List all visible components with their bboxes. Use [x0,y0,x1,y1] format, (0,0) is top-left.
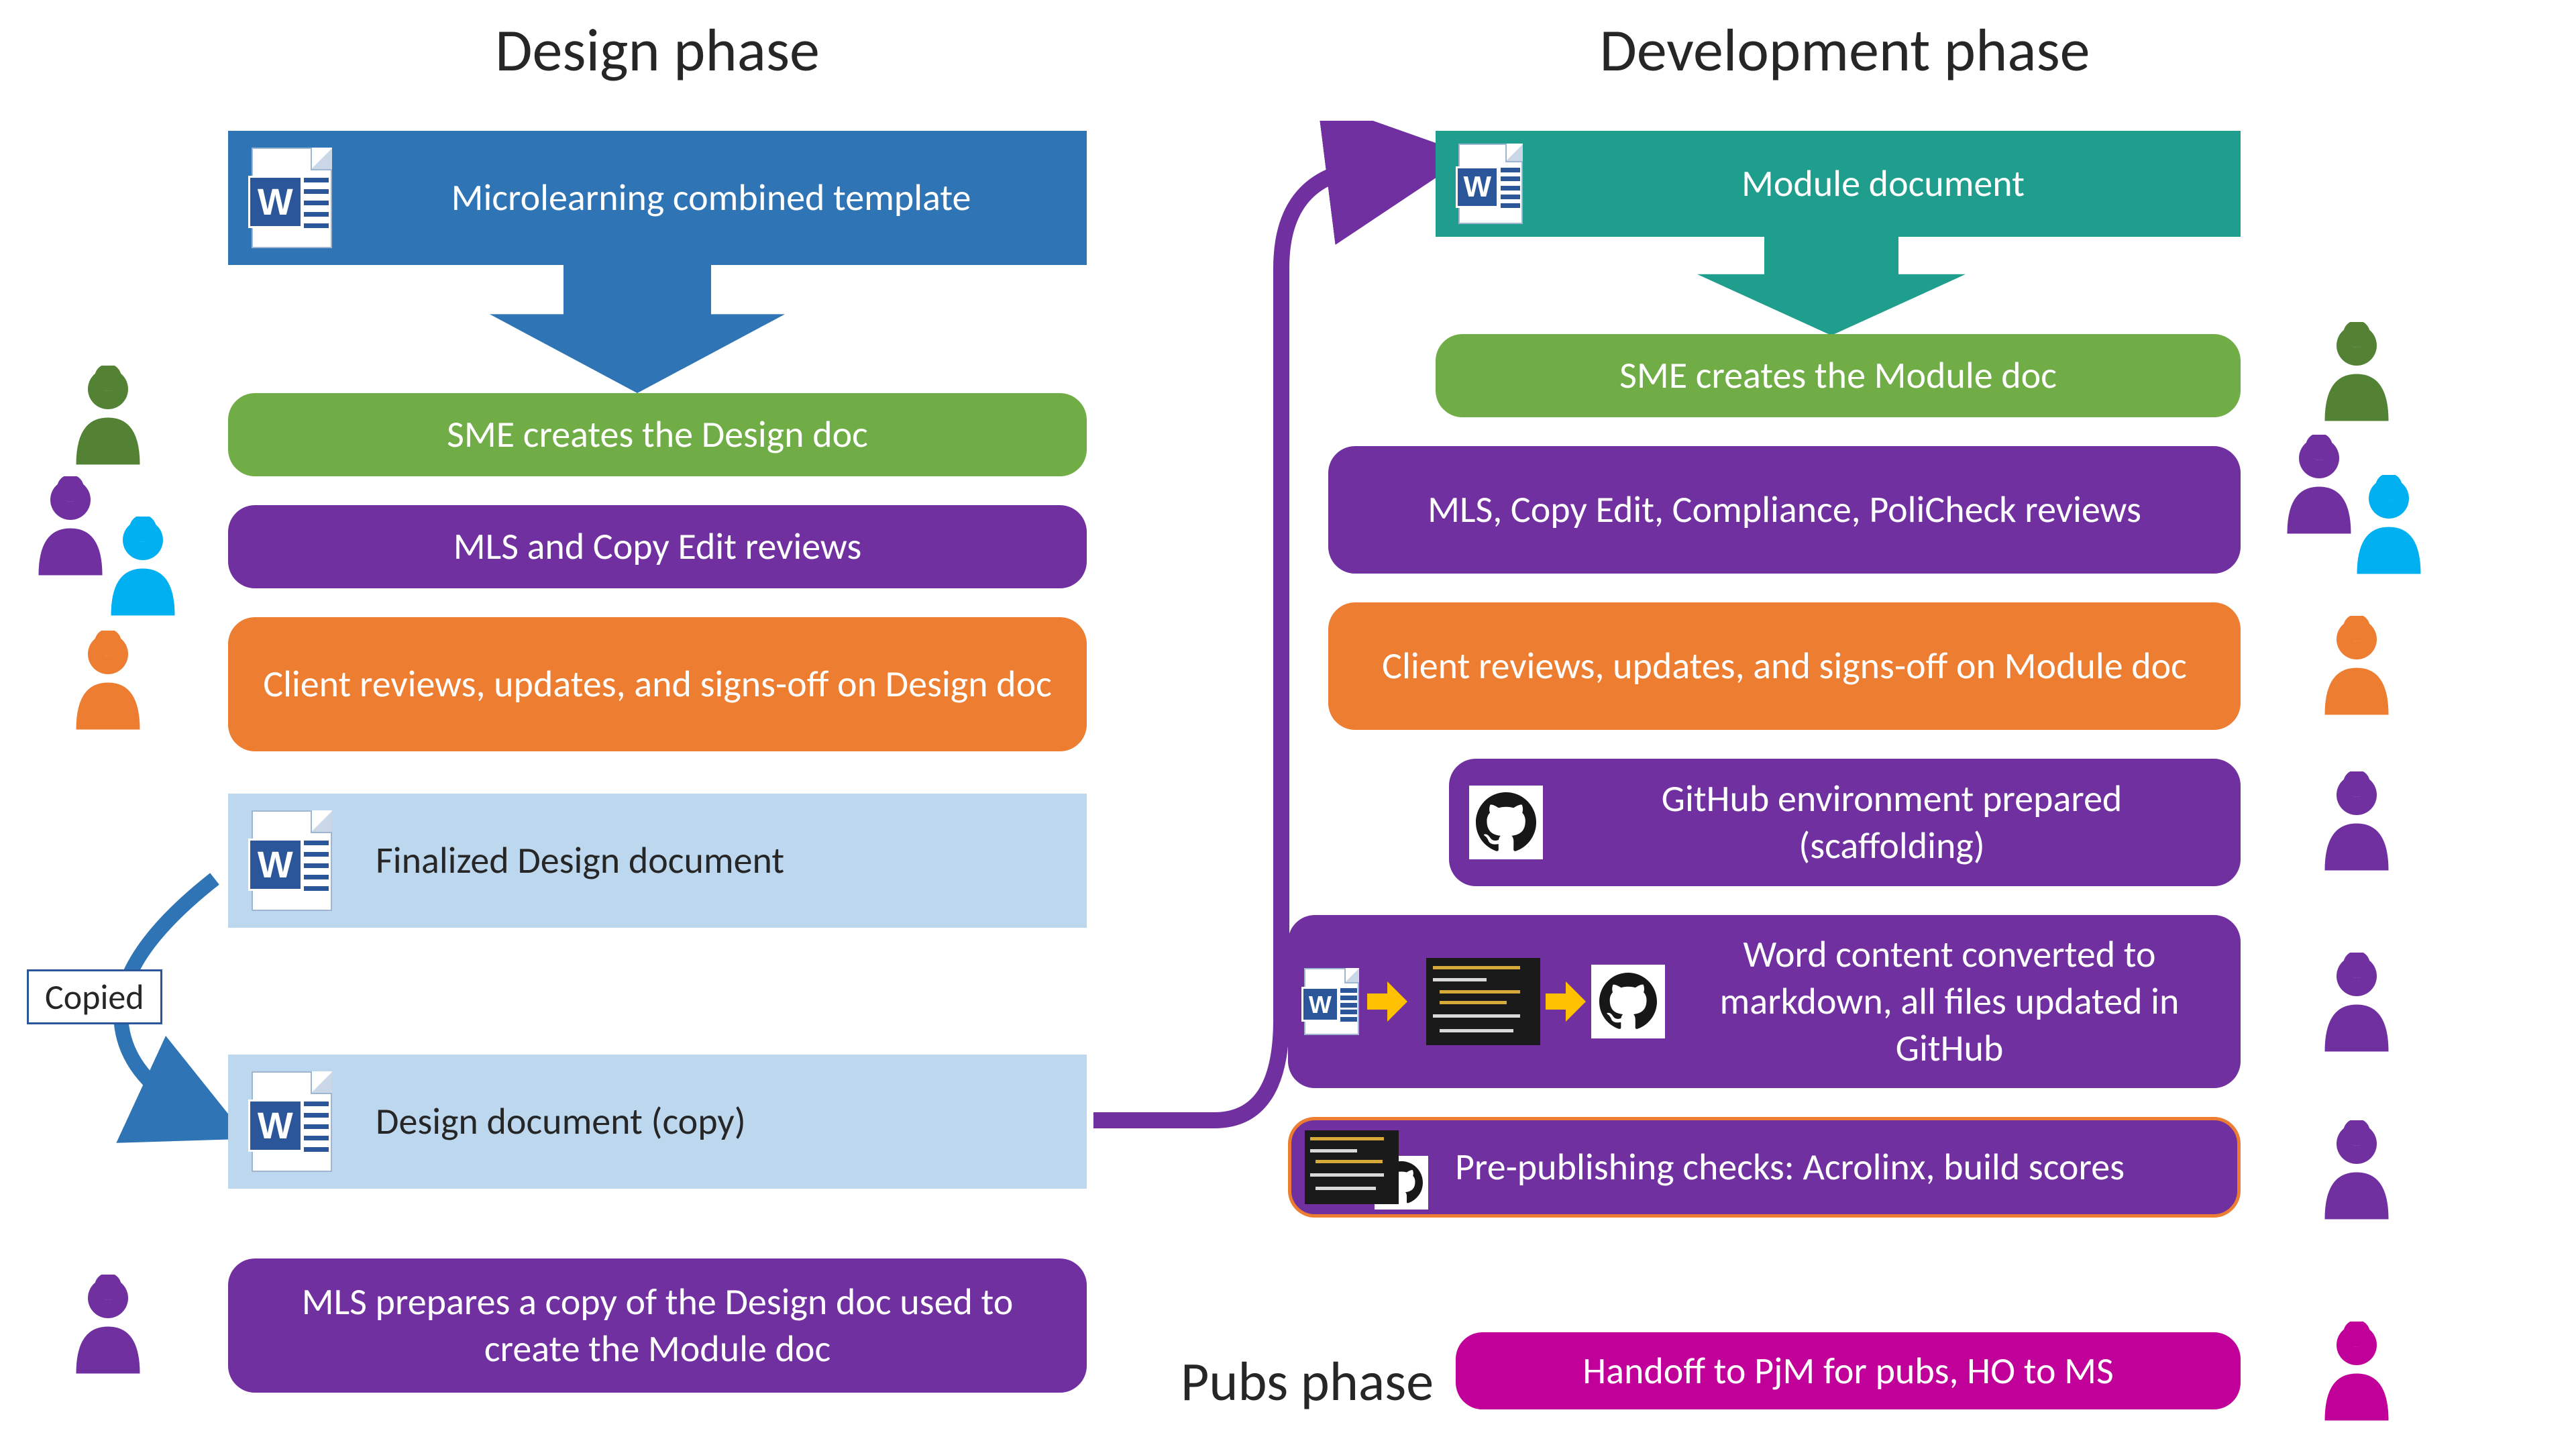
person-icon [2313,616,2400,716]
word-icon: W [248,148,335,248]
word-icon: W [248,1071,335,1172]
node-reviews: MLS, Copy Edit, Compliance, PoliCheck re… [1328,446,2241,574]
node-client-design: Client reviews, updates, and signs-off o… [228,617,1087,751]
phase-title-design: Design phase [0,13,1315,87]
person-icon [64,631,152,731]
node-module-doc: W Module document [1436,131,2241,237]
node-finalized: W Finalized Design document [228,794,1087,928]
person-icon [99,517,186,617]
node-label: Module document [1525,154,2241,214]
node-prepublish: Pre-publishing checks: Acrolinx, build s… [1288,1117,2241,1218]
phase-title-pubs: Pubs phase [1181,1348,1434,1415]
node-label: Handoff to PjM for pubs, HO to MS [1456,1341,2241,1401]
node-client-module: Client reviews, updates, and signs-off o… [1328,602,2241,730]
phase-title-dev: Development phase [1275,13,2415,87]
node-template: W Microlearning combined template [228,131,1087,265]
node-label: Pre-publishing checks: Acrolinx, build s… [1428,1137,2237,1197]
github-icon [1469,786,1543,859]
node-label: GitHub environment prepared (scaffolding… [1543,769,2241,876]
word-icon: W [1456,144,1525,224]
node-label: MLS prepares a copy of the Design doc us… [228,1272,1087,1379]
node-label: Client reviews, updates, and signs-off o… [1328,636,2241,696]
node-label: SME creates the Module doc [1436,345,2241,406]
github-icon [1591,965,1665,1038]
node-label: Microlearning combined template [335,168,1087,228]
node-word-to-md: W Word content converted to markdown, al… [1288,915,2241,1088]
node-label: SME creates the Design doc [228,405,1087,465]
arrow-right-icon [1546,981,1586,1022]
node-github-prep: GitHub environment prepared (scaffolding… [1449,759,2241,886]
node-label: MLS and Copy Edit reviews [228,517,1087,577]
person-icon [2313,1322,2400,1422]
word-icon: W [248,810,335,911]
person-icon [2313,322,2400,423]
node-design-copy: W Design document (copy) [228,1055,1087,1189]
node-mls-copyedit: MLS and Copy Edit reviews [228,505,1087,588]
node-mls-prepares: MLS prepares a copy of the Design doc us… [228,1258,1087,1393]
arrow-module-down [1697,233,1966,335]
node-handoff: Handoff to PjM for pubs, HO to MS [1456,1332,2241,1409]
word-icon: W [1301,968,1362,1035]
arrow-template-down [490,262,785,393]
person-icon [2313,953,2400,1053]
node-label: MLS, Copy Edit, Compliance, PoliCheck re… [1328,480,2241,540]
node-label: Finalized Design document [335,830,1087,891]
node-sme-design: SME creates the Design doc [228,393,1087,476]
arrow-right-icon [1367,981,1407,1022]
person-icon [2313,1120,2400,1221]
node-label: Client reviews, updates, and signs-off o… [228,654,1087,714]
copied-label: Copied [27,969,162,1024]
node-label: Design document (copy) [335,1091,1087,1152]
node-label: Word content converted to markdown, all … [1665,924,2241,1079]
person-icon [64,366,152,466]
person-icon [2313,771,2400,872]
person-icon [2345,475,2432,576]
node-sme-module: SME creates the Module doc [1436,334,2241,417]
person-icon [64,1275,152,1375]
code-thumb-icon [1305,1130,1399,1204]
code-thumb-icon [1426,958,1540,1045]
